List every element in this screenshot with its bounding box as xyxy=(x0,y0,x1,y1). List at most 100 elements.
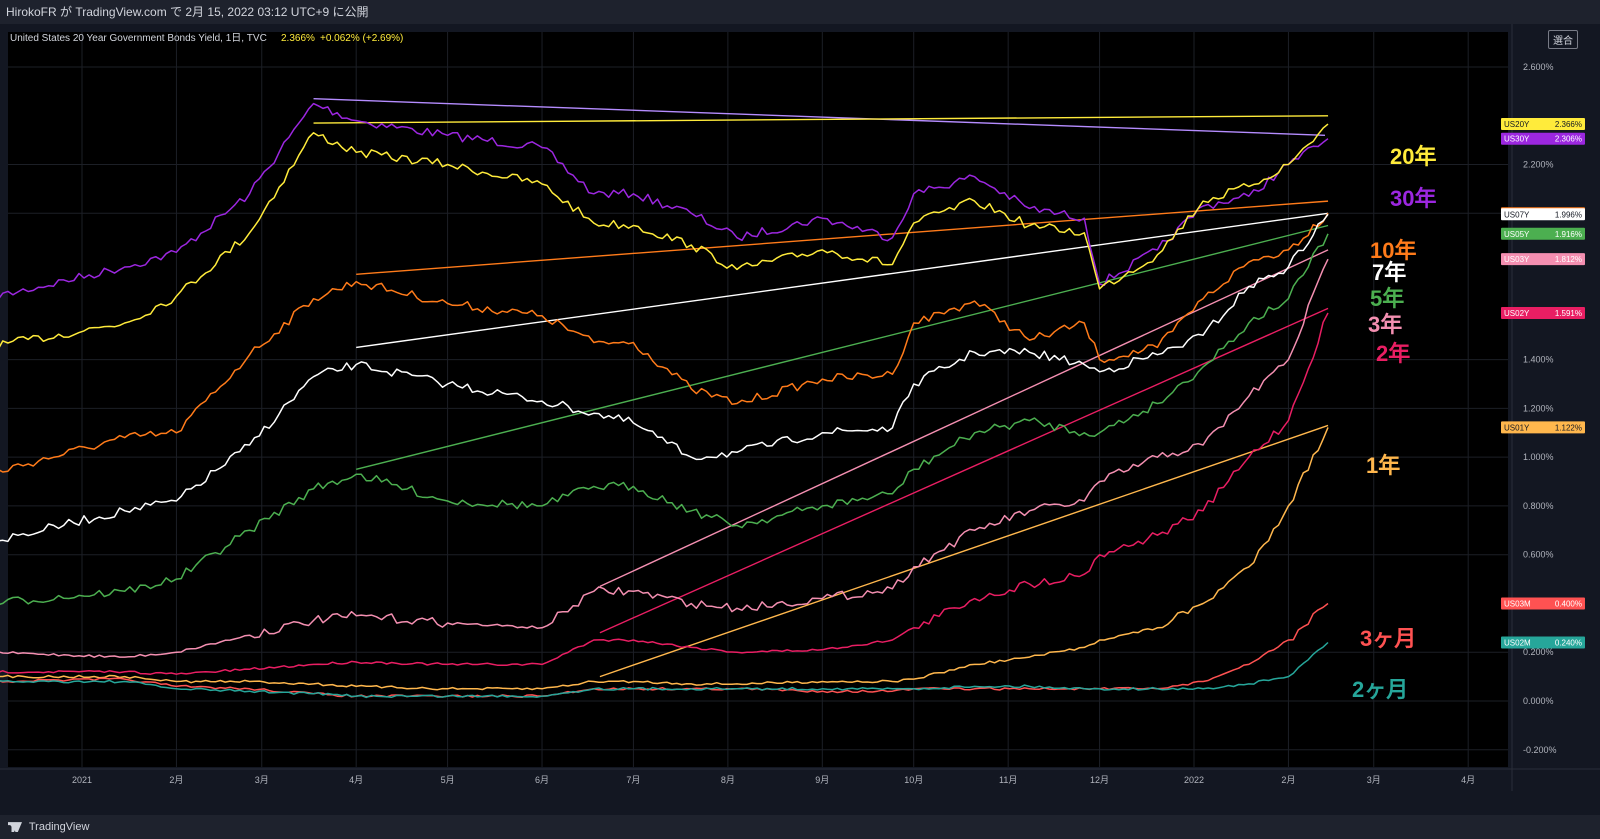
price-tag-us01y[interactable]: US01Y 1.122% xyxy=(1501,421,1585,434)
trendline xyxy=(599,307,1329,634)
price-tag-symbol: US05Y xyxy=(1504,230,1530,239)
price-tag-symbol: US02M xyxy=(1504,638,1531,647)
x-tick-label: 8月 xyxy=(721,775,735,785)
x-tick-label: 2022 xyxy=(1184,775,1204,785)
x-tick-label: 7月 xyxy=(626,775,640,785)
price-tag-us30y[interactable]: US30Y 2.306% xyxy=(1501,132,1585,145)
series-line-us05y xyxy=(0,233,1329,605)
price-tag-value: 1.812% xyxy=(1555,255,1582,264)
price-tag-value: 1.996% xyxy=(1555,210,1582,219)
y-tick-label: 0.600% xyxy=(1523,550,1554,560)
price-tag-bg xyxy=(1501,307,1585,320)
price-tag-symbol: US03M xyxy=(1504,599,1531,608)
footer-bar: TradingView xyxy=(0,815,1600,839)
x-tick-label: 9月 xyxy=(815,775,829,785)
series-label-us10y: 10年 xyxy=(1370,238,1416,263)
trendline xyxy=(356,212,1329,349)
legend-symbol: United States 20 Year Government Bonds Y… xyxy=(10,33,267,44)
x-tick-label: 12月 xyxy=(1090,775,1109,785)
x-tick-label: 2021 xyxy=(72,775,92,785)
series-line-us30y xyxy=(0,102,1329,299)
price-tag-bg xyxy=(1501,636,1585,649)
y-tick-label: 1.200% xyxy=(1523,403,1554,413)
series-line-us02m xyxy=(0,641,1329,699)
series-line-us01y xyxy=(0,427,1329,691)
series-label-us03m: 3ヶ月 xyxy=(1360,626,1416,651)
series-line-us10y xyxy=(0,212,1329,473)
price-tag-us02y[interactable]: US02Y 1.591% xyxy=(1501,307,1585,320)
price-tag-bg xyxy=(1501,118,1585,131)
series-label-us02m: 2ヶ月 xyxy=(1352,677,1408,702)
price-tag-bg xyxy=(1501,253,1585,266)
price-tag-us02m[interactable]: US02M 0.240% xyxy=(1501,636,1585,649)
trendline xyxy=(313,115,1329,124)
series-line-us20y xyxy=(0,123,1329,348)
publish-info-bar: HirokoFR が TradingView.com で 2月 15, 2022… xyxy=(0,0,1600,24)
x-tick-label: 2月 xyxy=(169,775,183,785)
price-tag-symbol: US01Y xyxy=(1504,423,1530,432)
auto-scale-button[interactable]: 選合 xyxy=(1548,30,1578,49)
series-label-us20y: 20年 xyxy=(1390,144,1436,169)
chart-legend: United States 20 Year Government Bonds Y… xyxy=(10,33,403,44)
time-axis[interactable]: 2021 2月 3月 4月 5月 6月 7月 8月 9月 10月 11月 12月 2022 2月 3月 4月 xyxy=(72,775,1475,785)
series-label-us03y: 3年 xyxy=(1368,312,1402,337)
trendline xyxy=(599,249,1329,588)
publish-info-text: HirokoFR が TradingView.com で 2月 15, 2022… xyxy=(6,5,369,19)
price-tag-value: 2.306% xyxy=(1555,135,1582,144)
price-tag-symbol: US02Y xyxy=(1504,309,1530,318)
legend-price: 2.366% xyxy=(281,33,315,44)
y-tick-label: -0.200% xyxy=(1523,745,1557,755)
price-tag-value: 0.240% xyxy=(1555,638,1582,647)
price-tag-value: 0.400% xyxy=(1555,599,1582,608)
price-tag-bg xyxy=(1501,208,1585,221)
series-label-us07y: 7年 xyxy=(1372,260,1406,285)
y-tick-label: 1.400% xyxy=(1523,355,1554,365)
y-tick-label: 0.000% xyxy=(1523,696,1554,706)
price-tag-us20y[interactable]: US20Y 2.366% xyxy=(1501,118,1585,131)
x-tick-label: 10月 xyxy=(904,775,923,785)
series-line-us02y xyxy=(0,312,1329,675)
x-tick-label: 6月 xyxy=(535,775,549,785)
trendlines xyxy=(313,98,1329,678)
x-tick-label: 4月 xyxy=(1461,775,1475,785)
price-tag-symbol: US20Y xyxy=(1504,120,1530,129)
price-tag-symbol: US03Y xyxy=(1504,255,1530,264)
price-tag-us03m[interactable]: US03M 0.400% xyxy=(1501,597,1585,610)
price-tag-value: 1.916% xyxy=(1555,230,1582,239)
price-tag-bg xyxy=(1501,227,1585,240)
price-tag-us03y[interactable]: US03Y 1.812% xyxy=(1501,253,1585,266)
price-tag-bg xyxy=(1501,597,1585,610)
price-tag-value: 1.591% xyxy=(1555,309,1582,318)
price-tag-us05y[interactable]: US05Y 1.916% xyxy=(1501,227,1585,240)
series-label-us01y: 1年 xyxy=(1366,453,1400,478)
x-tick-label: 3月 xyxy=(255,775,269,785)
series-label-us02y: 2年 xyxy=(1376,341,1410,366)
x-tick-label: 11月 xyxy=(999,775,1017,785)
legend-change: +0.062% (+2.69%) xyxy=(320,33,403,44)
y-tick-label: 1.000% xyxy=(1523,452,1554,462)
price-tag-symbol: US07Y xyxy=(1504,210,1530,219)
y-tick-label: 0.800% xyxy=(1523,501,1554,511)
price-tag-value: 2.366% xyxy=(1555,120,1582,129)
trendline xyxy=(356,200,1329,275)
trendline xyxy=(313,98,1326,136)
series-line-us03y xyxy=(0,258,1329,658)
series-label-us30y: 30年 xyxy=(1390,186,1436,211)
footer-brand: TradingView xyxy=(28,821,90,833)
trendline xyxy=(356,224,1329,471)
plot-area xyxy=(8,32,1508,767)
x-tick-label: 3月 xyxy=(1367,775,1381,785)
price-axis[interactable]: 2.600%2.200%2.000%1.400%1.200%1.000%0.80… xyxy=(1501,62,1585,755)
series-lines xyxy=(0,102,1329,699)
y-tick-label: 2.200% xyxy=(1523,160,1554,170)
x-tick-label: 5月 xyxy=(441,775,455,785)
price-tag-us07y[interactable]: US07Y 1.996% xyxy=(1501,208,1585,221)
tradingview-logo-icon xyxy=(8,822,22,833)
price-tag-bg xyxy=(1501,132,1585,145)
x-tick-label: 2月 xyxy=(1281,775,1295,785)
price-tag-bg xyxy=(1501,421,1585,434)
price-tag-symbol: US30Y xyxy=(1504,135,1530,144)
series-line-us07y xyxy=(0,213,1329,543)
